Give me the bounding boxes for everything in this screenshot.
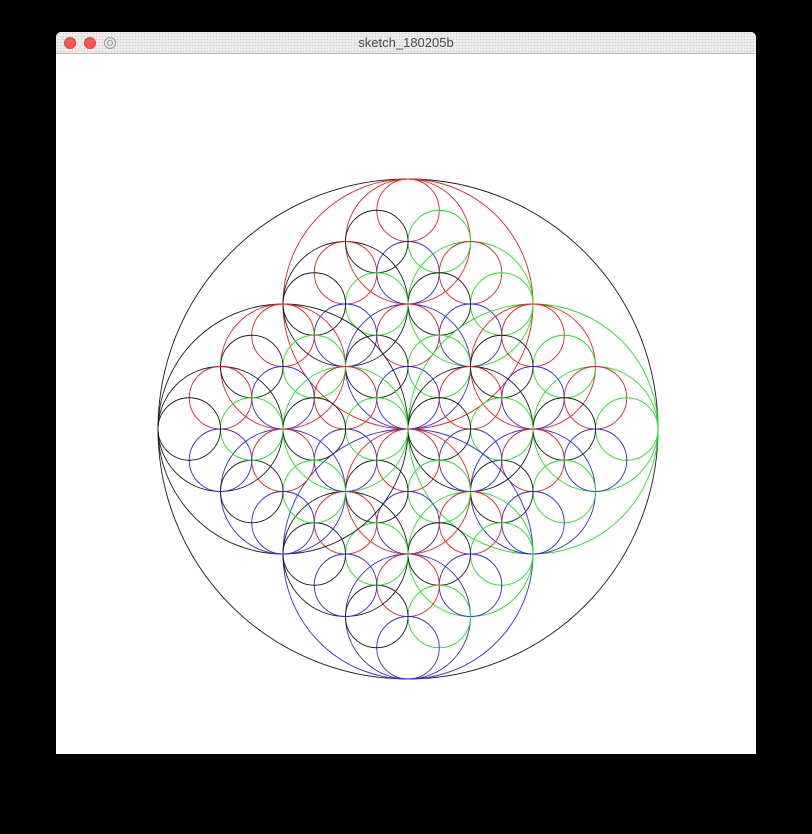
pattern-circle <box>346 210 409 273</box>
pattern-circle <box>377 179 440 242</box>
pattern-circle <box>564 367 627 430</box>
pattern-circle <box>502 429 565 492</box>
pattern-circle <box>471 335 534 398</box>
pattern-circle <box>408 335 471 398</box>
pattern-circle <box>533 398 596 461</box>
pattern-circle <box>346 335 409 398</box>
pattern-circle <box>377 492 440 555</box>
pattern-circle <box>189 429 252 492</box>
pattern-circle <box>439 242 502 305</box>
pattern-circle <box>314 242 377 305</box>
pattern-circle <box>439 304 502 367</box>
sketch-window: sketch_180205b <box>56 32 756 754</box>
pattern-circle <box>346 273 409 336</box>
pattern-circle <box>221 335 284 398</box>
pattern-circle <box>346 523 409 586</box>
pattern-circle <box>283 335 346 398</box>
pattern-circle <box>189 367 252 430</box>
sketch-canvas[interactable] <box>56 54 756 754</box>
pattern-circle <box>408 273 471 336</box>
pattern-circle <box>408 460 471 523</box>
pattern-circle <box>471 460 534 523</box>
pattern-circle <box>408 585 471 648</box>
pattern-circle <box>314 492 377 555</box>
pattern-circle <box>314 367 377 430</box>
pattern-circle <box>346 585 409 648</box>
pattern-circle <box>439 492 502 555</box>
pattern-circle <box>252 429 315 492</box>
pattern-circle <box>158 398 221 461</box>
pattern-circle <box>221 398 284 461</box>
pattern-circle <box>314 429 377 492</box>
pattern-circle <box>439 554 502 617</box>
pattern-circle <box>502 367 565 430</box>
pattern-circle <box>377 554 440 617</box>
pattern-circle <box>408 210 471 273</box>
title-bar[interactable]: sketch_180205b <box>56 32 756 54</box>
pattern-circle <box>221 460 284 523</box>
window-title: sketch_180205b <box>56 35 756 51</box>
pattern-circle <box>314 304 377 367</box>
pattern-circle <box>471 398 534 461</box>
pattern-circle <box>283 460 346 523</box>
pattern-circle <box>377 304 440 367</box>
pattern-circle <box>439 367 502 430</box>
pattern-circle <box>564 429 627 492</box>
pattern-circle <box>346 460 409 523</box>
pattern-circle <box>533 460 596 523</box>
pattern-circle <box>314 554 377 617</box>
pattern-circle <box>377 617 440 680</box>
pattern-circle <box>283 398 346 461</box>
pattern-circle <box>408 523 471 586</box>
pattern-circle <box>439 429 502 492</box>
pattern-circle <box>377 242 440 305</box>
circle-pattern-drawing <box>56 54 756 754</box>
pattern-circle <box>533 335 596 398</box>
pattern-circle <box>252 367 315 430</box>
pattern-circle <box>596 398 659 461</box>
